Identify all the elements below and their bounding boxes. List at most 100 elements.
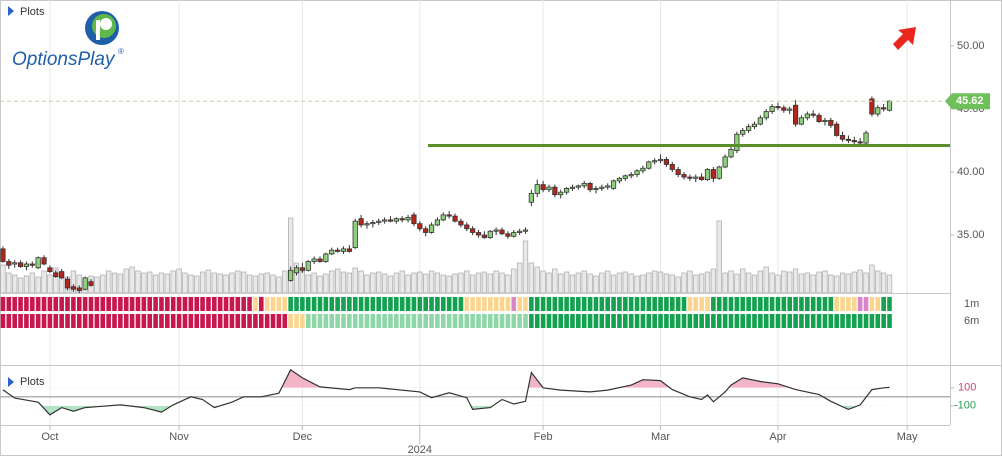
expand-icon[interactable] — [8, 377, 14, 387]
signal-cell — [799, 297, 804, 311]
signal-cell — [834, 297, 839, 311]
signal-cell — [634, 297, 640, 311]
signal-cell — [18, 314, 23, 328]
volume-bar — [446, 275, 452, 294]
signal-cell — [100, 297, 106, 311]
volume-bar — [440, 274, 446, 294]
candle-body — [540, 184, 546, 191]
volume-bar — [323, 273, 329, 294]
candle-body — [481, 234, 487, 238]
candle-body — [499, 229, 505, 235]
volume-bar — [428, 270, 435, 294]
signal-cell — [300, 297, 305, 311]
signal-cell — [846, 314, 851, 328]
candle-body — [493, 229, 499, 232]
price-tag — [945, 93, 990, 110]
candle-body — [452, 215, 458, 222]
volume-bar — [851, 271, 857, 294]
signal-cell — [429, 314, 434, 328]
signal-cell — [182, 297, 188, 311]
volume-bar — [282, 270, 288, 294]
signal-cell — [669, 314, 675, 328]
candle-body — [751, 123, 758, 128]
osc-tick-label: 100 — [958, 382, 976, 394]
signal-cell — [464, 314, 470, 328]
signal-cell — [71, 314, 76, 328]
volume-bar — [493, 270, 499, 294]
candle-body — [792, 104, 799, 125]
signal-cell — [628, 314, 634, 328]
signal-cell — [288, 314, 293, 328]
volume-bar — [370, 272, 376, 294]
volume-bar — [769, 272, 775, 294]
volume-bar — [452, 273, 458, 294]
plots-label[interactable]: Plots — [20, 6, 45, 18]
candle-body — [593, 188, 599, 191]
candle-body — [769, 106, 775, 112]
expand-icon[interactable] — [8, 6, 14, 16]
signal-cell — [452, 297, 458, 311]
signal-cell — [693, 297, 699, 311]
volume-bar — [869, 264, 875, 294]
volume-bar — [640, 274, 646, 294]
volume-bar — [264, 272, 270, 294]
volume-bar — [558, 273, 564, 294]
trend-arrow — [893, 27, 916, 50]
candle-body — [358, 218, 364, 226]
signal-cell — [810, 297, 816, 311]
signal-cell — [863, 314, 869, 328]
volume-bar — [516, 262, 523, 294]
signal-cell — [159, 314, 164, 328]
signal-cell — [188, 314, 194, 328]
candle-body — [869, 98, 875, 115]
signal-cell — [828, 314, 834, 328]
signal-cell — [53, 297, 59, 311]
signal-cell — [317, 314, 323, 328]
candle-body — [757, 117, 763, 125]
signal-cell — [869, 314, 875, 328]
volume-bar — [417, 271, 423, 294]
signal-cell — [370, 297, 376, 311]
signal-cell — [347, 297, 352, 311]
volume-bar — [610, 274, 617, 294]
volume-bar — [340, 271, 347, 294]
volume-bar — [669, 274, 675, 294]
signal-cell — [617, 314, 622, 328]
signal-cell — [317, 297, 323, 311]
candle-body — [587, 182, 593, 191]
candle-body — [88, 281, 94, 286]
candle-body — [646, 161, 652, 169]
signal-cell — [728, 297, 734, 311]
signal-cell — [787, 297, 793, 311]
signal-cell — [681, 297, 687, 311]
oscillator-title[interactable]: Plots — [20, 376, 45, 388]
signal-cell — [411, 314, 417, 328]
signal-cell — [282, 314, 288, 328]
candle-body — [475, 232, 482, 236]
volume-bar — [475, 272, 482, 294]
signal-cell — [828, 297, 834, 311]
oscillator: 100 -100 — [0, 368, 976, 416]
candle-body — [64, 278, 71, 289]
signal-cell — [523, 297, 528, 311]
signal-cell — [71, 297, 76, 311]
candle-body — [470, 228, 476, 233]
signal-cell — [834, 314, 839, 328]
candle-body — [487, 230, 493, 238]
signal-cell — [693, 314, 699, 328]
candle-body — [575, 185, 581, 188]
signal-cell — [452, 314, 458, 328]
signal-cell — [851, 297, 857, 311]
volume-bar — [587, 273, 593, 294]
volume-bar — [358, 270, 364, 294]
signal-cell — [646, 297, 652, 311]
candle-body — [839, 135, 846, 140]
signal-cell — [652, 314, 657, 328]
candle-body — [293, 267, 300, 274]
volume-bar — [317, 275, 323, 294]
volume-bar — [605, 270, 611, 294]
signal-cell — [329, 297, 335, 311]
signal-cell — [746, 314, 751, 328]
signal-cell — [347, 314, 352, 328]
